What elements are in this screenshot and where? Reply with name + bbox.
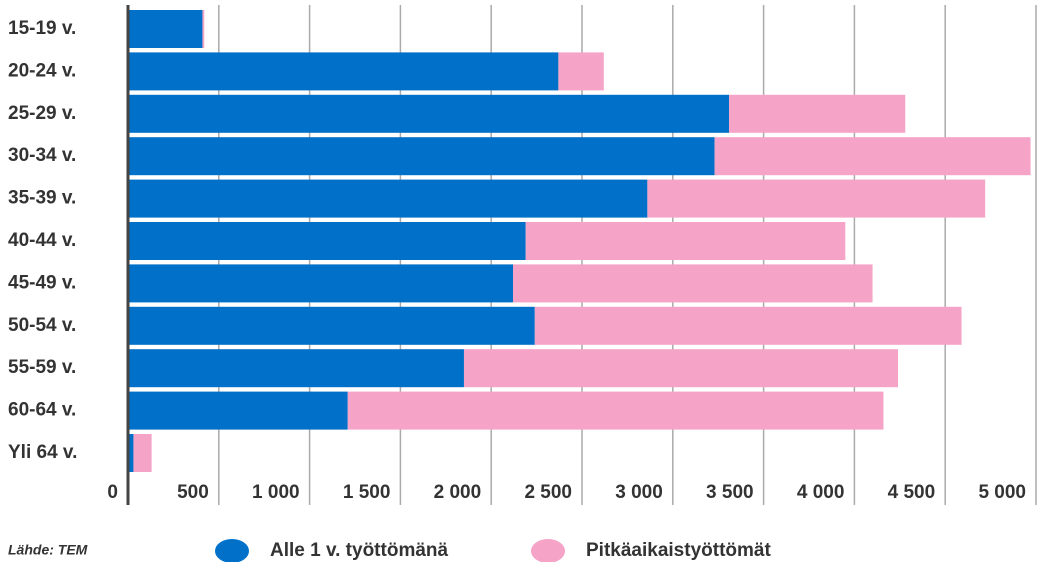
y-tick-label: 40-44 v. <box>8 230 76 251</box>
y-tick-label: 50-54 v. <box>8 315 76 336</box>
y-tick-label: 30-34 v. <box>8 145 76 166</box>
bar-segment <box>202 10 205 48</box>
bar-segment <box>128 222 526 260</box>
bar-segment <box>128 349 464 388</box>
x-tick-label: 4 000 <box>797 482 845 503</box>
bar-segment <box>128 391 348 430</box>
bar-segment <box>647 179 986 218</box>
x-tick-label: 500 <box>177 482 209 503</box>
y-tick-label: 45-49 v. <box>8 272 76 293</box>
bar-segment <box>347 391 884 430</box>
x-tick-label: 2 000 <box>434 482 482 503</box>
y-tick-label: 15-19 v. <box>8 18 76 39</box>
y-tick-label: 55-59 v. <box>8 357 76 378</box>
legend-label: Pitkäaikaistyöttömät <box>586 540 771 561</box>
bar-segment <box>128 52 559 91</box>
bar-segment <box>714 137 1031 176</box>
bar-segment <box>463 349 898 388</box>
y-tick-label: Yli 64 v. <box>8 442 77 463</box>
x-tick-label: 3 500 <box>706 482 754 503</box>
bar-segment <box>128 94 730 133</box>
x-tick-label: 1 500 <box>343 482 391 503</box>
legend-label: Alle 1 v. työttömänä <box>270 540 449 561</box>
x-tick-label: 5 000 <box>978 482 1026 503</box>
source-note: Lähde: TEM <box>8 542 88 558</box>
y-tick-label: 35-39 v. <box>8 188 76 209</box>
y-tick-label: 60-64 v. <box>8 400 76 421</box>
bar-segment <box>729 94 906 133</box>
bar-segment <box>128 179 648 218</box>
bar-segment <box>128 264 513 303</box>
bar-segment <box>128 137 715 176</box>
x-tick-label: 4 500 <box>888 482 936 503</box>
legend-swatch <box>215 539 249 563</box>
y-tick-label: 25-29 v. <box>8 103 76 124</box>
y-tick-label: 20-24 v. <box>8 60 76 81</box>
bar-segment <box>512 264 873 303</box>
legend-swatch <box>531 539 565 563</box>
bar-segment <box>558 52 604 91</box>
bar-segment <box>128 434 134 472</box>
x-tick-label: 1 000 <box>252 482 300 503</box>
x-tick-label: 2 500 <box>524 482 572 503</box>
bar-segment <box>128 10 203 48</box>
bar-segment <box>133 434 152 472</box>
bar-segment <box>534 306 962 345</box>
x-tick-label: 3 000 <box>615 482 663 503</box>
bar-segment <box>128 306 535 345</box>
bar-segment <box>525 222 846 260</box>
x-tick-label: 0 <box>107 482 118 503</box>
